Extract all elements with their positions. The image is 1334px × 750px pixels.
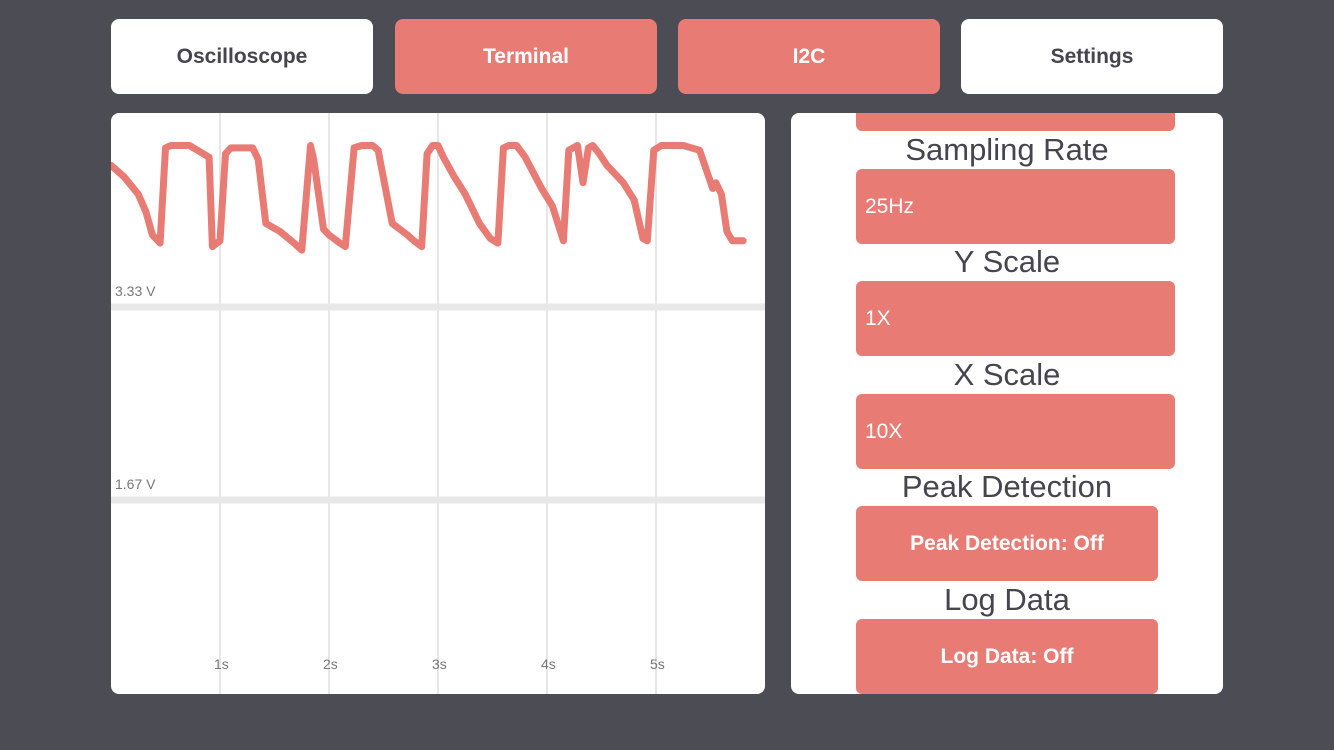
tab-oscilloscope[interactable]: Oscilloscope bbox=[111, 19, 373, 94]
x-scale-value: 10X bbox=[865, 419, 903, 443]
x-tick-label: 4s bbox=[541, 656, 556, 672]
log-data-button-label: Log Data: Off bbox=[940, 644, 1074, 668]
y-tick-label: 1.67 V bbox=[115, 476, 156, 492]
tab-terminal[interactable]: Terminal bbox=[395, 19, 657, 94]
x-tick-label: 3s bbox=[432, 656, 447, 672]
y-scale-label: Y Scale bbox=[953, 244, 1061, 279]
peak-detection-button-label: Peak Detection: Off bbox=[910, 531, 1104, 555]
settings-panel: Sampling Rate 25Hz Y Scale 1X X Scale 10… bbox=[791, 113, 1223, 694]
tab-i2c[interactable]: I2C bbox=[678, 19, 940, 94]
tab-settings[interactable]: Settings bbox=[961, 19, 1223, 94]
partial-select-box[interactable] bbox=[856, 113, 1175, 131]
log-data-button[interactable]: Log Data: Off bbox=[856, 619, 1158, 694]
tab-terminal-label: Terminal bbox=[483, 44, 569, 68]
sampling-rate-value: 25Hz bbox=[865, 194, 915, 218]
signal-trace bbox=[111, 142, 747, 254]
peak-detection-label: Peak Detection bbox=[901, 469, 1113, 504]
tab-i2c-label: I2C bbox=[792, 44, 826, 68]
sampling-rate-label: Sampling Rate bbox=[905, 132, 1109, 167]
x-tick-label: 2s bbox=[323, 656, 338, 672]
x-scale-label: X Scale bbox=[953, 357, 1061, 392]
y-tick-label: 3.33 V bbox=[115, 283, 156, 299]
chart-svg: 3.33 V 1.67 V 1s 2s 3s 4s 5s bbox=[111, 113, 765, 694]
x-tick-label: 1s bbox=[214, 656, 229, 672]
x-scale-select[interactable]: 10X bbox=[856, 394, 1175, 469]
oscilloscope-chart: 3.33 V 1.67 V 1s 2s 3s 4s 5s bbox=[111, 113, 765, 694]
log-data-label: Log Data bbox=[944, 582, 1070, 617]
y-scale-value: 1X bbox=[865, 306, 891, 330]
y-scale-select[interactable]: 1X bbox=[856, 281, 1175, 356]
peak-detection-button[interactable]: Peak Detection: Off bbox=[856, 506, 1158, 581]
tab-settings-label: Settings bbox=[1050, 44, 1134, 68]
sampling-rate-select[interactable]: 25Hz bbox=[856, 169, 1175, 244]
x-tick-label: 5s bbox=[650, 656, 665, 672]
tab-oscilloscope-label: Oscilloscope bbox=[176, 44, 308, 68]
